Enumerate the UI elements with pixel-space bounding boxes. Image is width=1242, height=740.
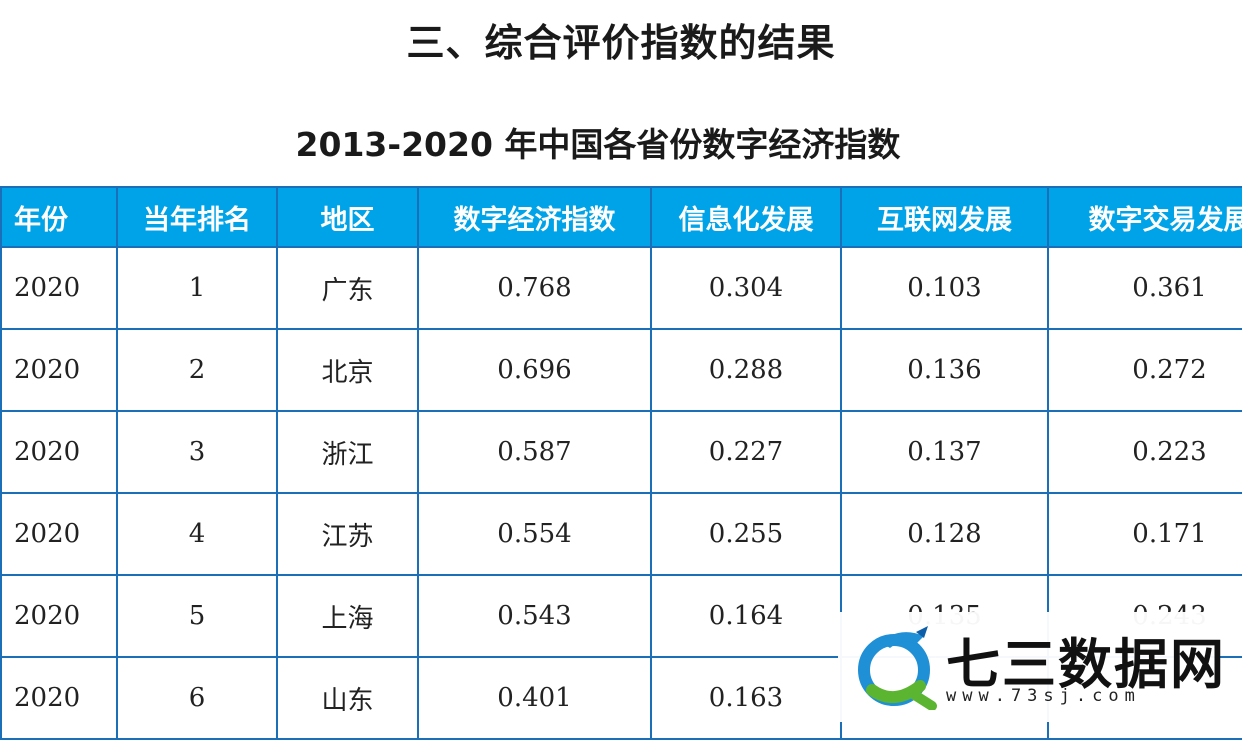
dragon-q-logo-icon [858, 626, 937, 710]
cell-informatization: 0.163 [650, 656, 842, 740]
cell-digital-trade: 0.361 [1047, 246, 1242, 330]
watermark-name: 七三数据网 [946, 633, 1226, 696]
cell-internet: 0.103 [840, 246, 1049, 330]
cell-rank: 4 [116, 492, 278, 576]
cell-digital-economy-index: 0.543 [417, 574, 652, 658]
cell-rank: 3 [116, 410, 278, 494]
table-row: 2020 3 浙江 0.587 0.227 0.137 0.223 [0, 410, 1242, 494]
cell-region: 北京 [276, 328, 419, 412]
cell-informatization: 0.164 [650, 574, 842, 658]
cell-region: 江苏 [276, 492, 419, 576]
cell-informatization: 0.288 [650, 328, 842, 412]
cell-year: 2020 [0, 246, 118, 330]
cell-digital-economy-index: 0.401 [417, 656, 652, 740]
table-row: 2020 1 广东 0.768 0.304 0.103 0.361 [0, 246, 1242, 330]
cell-year: 2020 [0, 410, 118, 494]
cell-digital-trade: 0.223 [1047, 410, 1242, 494]
cell-digital-trade: 0.171 [1047, 492, 1242, 576]
cell-rank: 1 [116, 246, 278, 330]
cell-region: 山东 [276, 656, 419, 740]
cell-digital-economy-index: 0.696 [417, 328, 652, 412]
cell-informatization: 0.255 [650, 492, 842, 576]
table-header-row: 年份 当年排名 地区 数字经济指数 信息化发展 互联网发展 数字交易发展 [0, 186, 1242, 248]
cell-rank: 2 [116, 328, 278, 412]
table-row: 2020 4 江苏 0.554 0.255 0.128 0.171 [0, 492, 1242, 576]
cell-internet: 0.128 [840, 492, 1049, 576]
watermark-url: www.73sj.com [946, 686, 1141, 706]
cell-rank: 6 [116, 656, 278, 740]
cell-digital-economy-index: 0.587 [417, 410, 652, 494]
watermark: 七三数据网 www.73sj.com [838, 612, 1224, 722]
cell-internet: 0.137 [840, 410, 1049, 494]
cell-digital-economy-index: 0.554 [417, 492, 652, 576]
section-title: 三、综合评价指数的结果 [406, 21, 836, 65]
cell-year: 2020 [0, 656, 118, 740]
digital-economy-table: 年份 当年排名 地区 数字经济指数 信息化发展 互联网发展 数字交易发展 202… [0, 186, 1242, 740]
header-internet: 互联网发展 [840, 186, 1049, 248]
header-informatization: 信息化发展 [650, 186, 842, 248]
header-digital-economy-index: 数字经济指数 [417, 186, 652, 248]
header-year: 年份 [0, 186, 118, 248]
header-digital-trade: 数字交易发展 [1047, 186, 1242, 248]
table-title: 2013-2020 年中国各省份数字经济指数 [295, 125, 901, 164]
table-row: 2020 2 北京 0.696 0.288 0.136 0.272 [0, 328, 1242, 412]
cell-informatization: 0.227 [650, 410, 842, 494]
cell-region: 广东 [276, 246, 419, 330]
header-region: 地区 [276, 186, 419, 248]
cell-year: 2020 [0, 328, 118, 412]
header-rank: 当年排名 [116, 186, 278, 248]
cell-digital-trade: 0.272 [1047, 328, 1242, 412]
cell-informatization: 0.304 [650, 246, 842, 330]
cell-year: 2020 [0, 492, 118, 576]
cell-region: 上海 [276, 574, 419, 658]
cell-digital-economy-index: 0.768 [417, 246, 652, 330]
cell-region: 浙江 [276, 410, 419, 494]
cell-internet: 0.136 [840, 328, 1049, 412]
cell-rank: 5 [116, 574, 278, 658]
cell-year: 2020 [0, 574, 118, 658]
